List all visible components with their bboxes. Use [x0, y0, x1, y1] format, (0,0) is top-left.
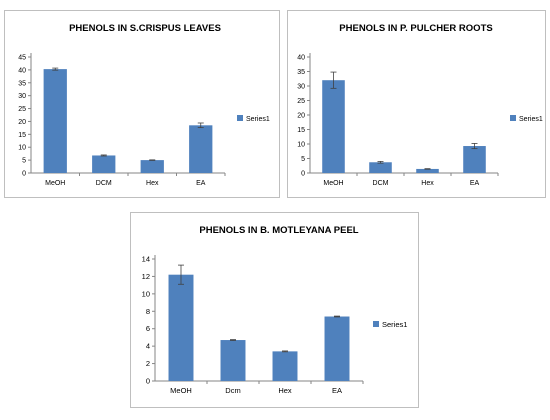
x-tick-label: MeOH	[170, 386, 192, 395]
bar-ea	[189, 125, 213, 173]
y-tick-label: 20	[18, 119, 26, 126]
x-tick-label: DCM	[96, 180, 112, 187]
bar-hex	[272, 351, 298, 381]
y-tick-label: 12	[142, 272, 150, 281]
y-tick-label: 10	[142, 289, 150, 298]
y-tick-label: 0	[146, 377, 150, 386]
legend-swatch	[237, 115, 243, 121]
legend-swatch	[510, 115, 516, 121]
chart-title: PHENOLS IN P. PULCHER ROOTS	[339, 23, 492, 34]
y-tick-label: 30	[18, 93, 26, 100]
bar-ea	[324, 316, 350, 381]
x-tick-label: Hex	[146, 180, 159, 187]
y-tick-label: 5	[22, 158, 26, 165]
legend-label: Series1	[519, 116, 543, 123]
chart-title: PHENOLS IN B. MOTLEYANA PEEL	[199, 225, 358, 236]
legend-label: Series1	[382, 320, 407, 329]
x-tick-label: EA	[332, 386, 342, 395]
y-tick-label: 30	[297, 84, 305, 91]
y-tick-label: 35	[18, 80, 26, 87]
y-tick-label: 25	[297, 98, 305, 105]
y-tick-label: 10	[18, 145, 26, 152]
chart-panel-s-crispus: PHENOLS IN S.CRISPUS LEAVES 0 5 10 15 20 25 30 3…	[4, 10, 280, 198]
x-tick-label: Hex	[421, 180, 434, 187]
y-tick-label: 15	[18, 132, 26, 139]
bar-meoh	[322, 80, 345, 173]
chart-p-pulcher: PHENOLS IN P. PULCHER ROOTS 0 5 10 15 20 25 30 3…	[297, 23, 543, 187]
bar-hex	[140, 160, 164, 173]
y-tick-label: 5	[301, 156, 305, 163]
y-tick-label: 8	[146, 307, 150, 316]
y-tick-label: 15	[297, 127, 305, 134]
x-tick-label: MeOH	[323, 180, 343, 187]
chart-b-motleyana: PHENOLS IN B. MOTLEYANA PEEL 0 2 4 6 8 10 12 14 M…	[142, 225, 408, 395]
y-tick-label: 40	[297, 55, 305, 62]
y-tick-label: 25	[18, 106, 26, 113]
bar-dcm	[92, 155, 116, 173]
bar-hex	[416, 168, 439, 173]
x-tick-label: MeOH	[45, 180, 65, 187]
y-tick-label: 45	[18, 55, 26, 62]
bar-meoh	[43, 69, 67, 173]
x-tick-label: Dcm	[225, 386, 240, 395]
y-tick-label: 14	[142, 255, 150, 264]
y-tick-label: 2	[146, 359, 150, 368]
chart-title: PHENOLS IN S.CRISPUS LEAVES	[69, 23, 221, 34]
y-tick-label: 10	[297, 142, 305, 149]
y-tick-label: 6	[146, 324, 150, 333]
bar-meoh	[168, 274, 194, 381]
y-tick-label: 4	[146, 342, 150, 351]
bar-dcm	[369, 162, 392, 173]
y-tick-label: 0	[22, 171, 26, 178]
x-tick-label: EA	[196, 180, 206, 187]
y-tick-label: 35	[297, 69, 305, 76]
x-tick-label: Hex	[278, 386, 292, 395]
legend-swatch	[373, 321, 379, 327]
bar-ea	[463, 146, 486, 173]
chart-panel-b-motleyana: PHENOLS IN B. MOTLEYANA PEEL 0 2 4 6 8 10 12 14 M…	[130, 212, 419, 408]
bar-dcm	[220, 340, 246, 381]
x-tick-label: DCM	[373, 180, 389, 187]
chart-s-crispus: PHENOLS IN S.CRISPUS LEAVES 0 5 10 15 20 25 30 3…	[18, 23, 270, 187]
y-tick-label: 20	[297, 113, 305, 120]
y-tick-label: 40	[18, 67, 26, 74]
x-tick-label: EA	[470, 180, 480, 187]
y-tick-label: 0	[301, 171, 305, 178]
chart-panel-p-pulcher: PHENOLS IN P. PULCHER ROOTS 0 5 10 15 20 25 30 3…	[287, 10, 546, 198]
legend-label: Series1	[246, 116, 270, 123]
